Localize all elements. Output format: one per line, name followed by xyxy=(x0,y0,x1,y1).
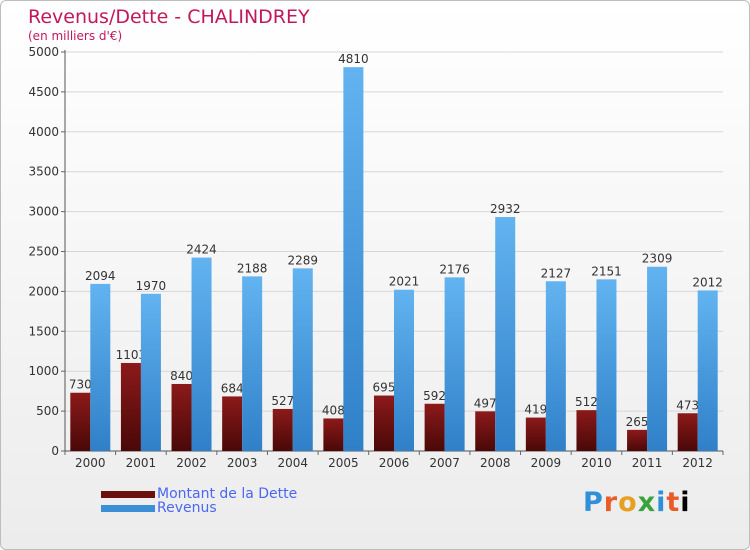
data-label-dette: 419 xyxy=(524,403,547,417)
bar-revenus xyxy=(394,289,414,451)
y-tick-label: 3000 xyxy=(28,205,59,219)
bar-dette xyxy=(70,392,91,451)
x-tick-label: 2011 xyxy=(632,456,663,470)
y-tick-label: 1000 xyxy=(28,364,59,378)
y-tick-label: 4000 xyxy=(28,125,59,139)
data-label-revenus: 2176 xyxy=(439,262,470,276)
data-label-dette: 408 xyxy=(322,403,345,417)
data-label-revenus: 2127 xyxy=(541,266,572,280)
data-label-dette: 684 xyxy=(221,381,244,395)
y-tick-label: 500 xyxy=(36,404,59,418)
legend-swatch-revenus xyxy=(101,504,155,512)
x-tick-label: 2010 xyxy=(581,456,612,470)
y-tick-label: 4500 xyxy=(28,85,59,99)
bar-revenus xyxy=(545,281,566,451)
x-tick-label: 2003 xyxy=(227,456,258,470)
bar-dette xyxy=(424,403,445,451)
bar-dette xyxy=(374,395,394,451)
x-tick-label: 2007 xyxy=(429,456,460,470)
y-tick-label: 0 xyxy=(51,444,59,458)
x-tick-label: 2000 xyxy=(75,456,106,470)
y-tick-label: 1500 xyxy=(28,324,59,338)
bar-dette xyxy=(120,362,141,451)
legend-label-revenus: Revenus xyxy=(157,500,217,516)
x-tick-label: 2004 xyxy=(277,456,308,470)
y-tick-label: 5000 xyxy=(28,45,59,59)
x-tick-label: 2009 xyxy=(531,456,562,470)
data-label-revenus: 2424 xyxy=(186,243,217,257)
data-label-revenus: 2932 xyxy=(490,202,521,216)
data-label-dette: 473 xyxy=(676,398,699,412)
data-label-revenus: 2188 xyxy=(237,261,268,275)
proxiti-logo: Proxiti xyxy=(583,487,691,518)
data-label-dette: 512 xyxy=(575,395,598,409)
legend-label-dette: Montant de la Dette xyxy=(157,486,298,502)
data-label-revenus: 2289 xyxy=(287,253,318,267)
bar-dette xyxy=(272,408,293,451)
bar-revenus xyxy=(647,266,668,451)
bar-dette xyxy=(576,410,597,451)
data-label-dette: 527 xyxy=(271,394,294,408)
bar-dette xyxy=(525,417,546,451)
bar-dette xyxy=(171,383,192,451)
x-tick-label: 2008 xyxy=(480,456,511,470)
data-label-revenus: 2309 xyxy=(642,252,673,266)
legend-item-dette: Montant de la Dette xyxy=(101,487,297,501)
bar-revenus xyxy=(343,67,364,452)
bar-revenus xyxy=(444,277,465,451)
bar-dette xyxy=(222,396,243,451)
chart-legend: Montant de la Dette Revenus xyxy=(101,487,297,515)
x-tick-label: 2005 xyxy=(328,456,359,470)
bar-revenus xyxy=(495,217,516,451)
bar-dette xyxy=(323,418,344,451)
data-label-dette: 497 xyxy=(474,396,497,410)
bar-revenus xyxy=(140,293,161,451)
chart-title: Revenus/Dette - CHALINDREY xyxy=(28,6,310,28)
x-tick-label: 2012 xyxy=(682,456,713,470)
data-label-dette: 592 xyxy=(423,389,446,403)
legend-swatch-dette xyxy=(101,490,155,498)
data-label-dette: 730 xyxy=(69,378,92,392)
x-tick-label: 2002 xyxy=(176,456,207,470)
chart-subtitle: (en milliers d'€) xyxy=(28,29,123,43)
bar-dette xyxy=(677,413,698,451)
y-tick-label: 3500 xyxy=(28,165,59,179)
legend-item-revenus: Revenus xyxy=(101,501,297,515)
bar-revenus xyxy=(242,276,263,451)
bar-revenus xyxy=(292,268,313,451)
bar-revenus xyxy=(596,279,617,451)
data-label-dette: 840 xyxy=(170,369,193,383)
data-label-revenus: 2151 xyxy=(591,264,622,278)
data-label-revenus: 2094 xyxy=(85,269,116,283)
data-label-revenus: 4810 xyxy=(338,52,369,66)
bar-revenus xyxy=(697,290,718,451)
data-label-revenus: 2012 xyxy=(692,275,723,289)
bar-dette xyxy=(475,411,496,451)
x-tick-label: 2001 xyxy=(126,456,157,470)
data-label-dette: 695 xyxy=(373,381,396,395)
y-tick-label: 2500 xyxy=(28,245,59,259)
data-label-revenus: 2021 xyxy=(389,275,420,289)
y-tick-label: 2000 xyxy=(28,284,59,298)
bar-revenus xyxy=(191,257,212,451)
data-label-revenus: 1970 xyxy=(136,279,167,293)
x-tick-label: 2006 xyxy=(379,456,410,470)
bar-dette xyxy=(627,429,648,451)
bar-revenus xyxy=(90,283,111,451)
data-label-dette: 265 xyxy=(626,415,649,429)
data-label-dette: 1103 xyxy=(116,348,147,362)
